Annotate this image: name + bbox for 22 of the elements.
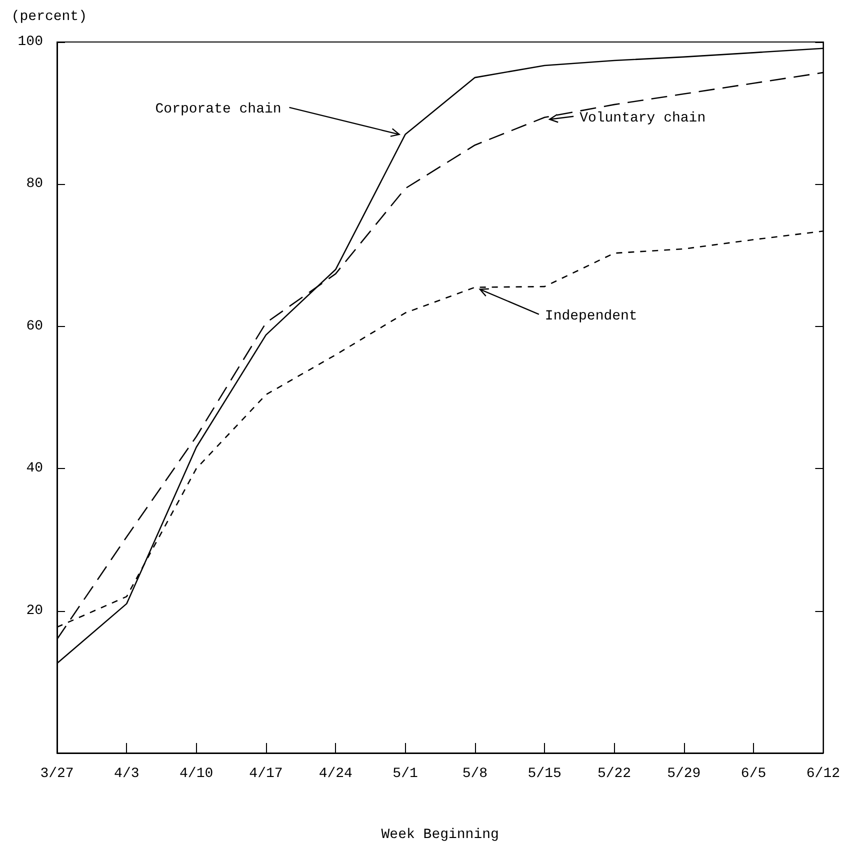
x-tick-label: 6/5 <box>740 766 766 782</box>
x-tick-label: 5/29 <box>667 766 701 782</box>
y-tick-label: 60 <box>26 318 43 334</box>
annotation: Voluntary chain <box>580 110 706 126</box>
y-tick-label: 40 <box>26 460 43 477</box>
annotation: Independent <box>544 308 638 324</box>
y-tick-label: 80 <box>26 176 43 192</box>
annotation: Corporate chain <box>155 101 282 118</box>
x-tick-label: 4/3 <box>114 766 140 782</box>
x-tick-label: 4/24 <box>318 766 352 782</box>
x-tick-label: 6/12 <box>806 766 840 782</box>
x-tick-label: 5/1 <box>392 766 418 782</box>
y-tick-label: 100 <box>18 34 43 50</box>
x-axis-title: Week Beginning <box>381 827 499 843</box>
y-axis-title: (percent) <box>11 9 87 25</box>
x-tick-label: 5/15 <box>528 766 562 782</box>
x-tick-label: 3/27 <box>40 766 74 782</box>
x-tick-label: 4/17 <box>249 766 283 782</box>
x-tick-label: 5/22 <box>597 766 632 782</box>
x-tick-label: 4/10 <box>180 766 214 782</box>
y-tick-label: 20 <box>26 602 43 619</box>
x-tick-label: 5/8 <box>462 766 488 782</box>
